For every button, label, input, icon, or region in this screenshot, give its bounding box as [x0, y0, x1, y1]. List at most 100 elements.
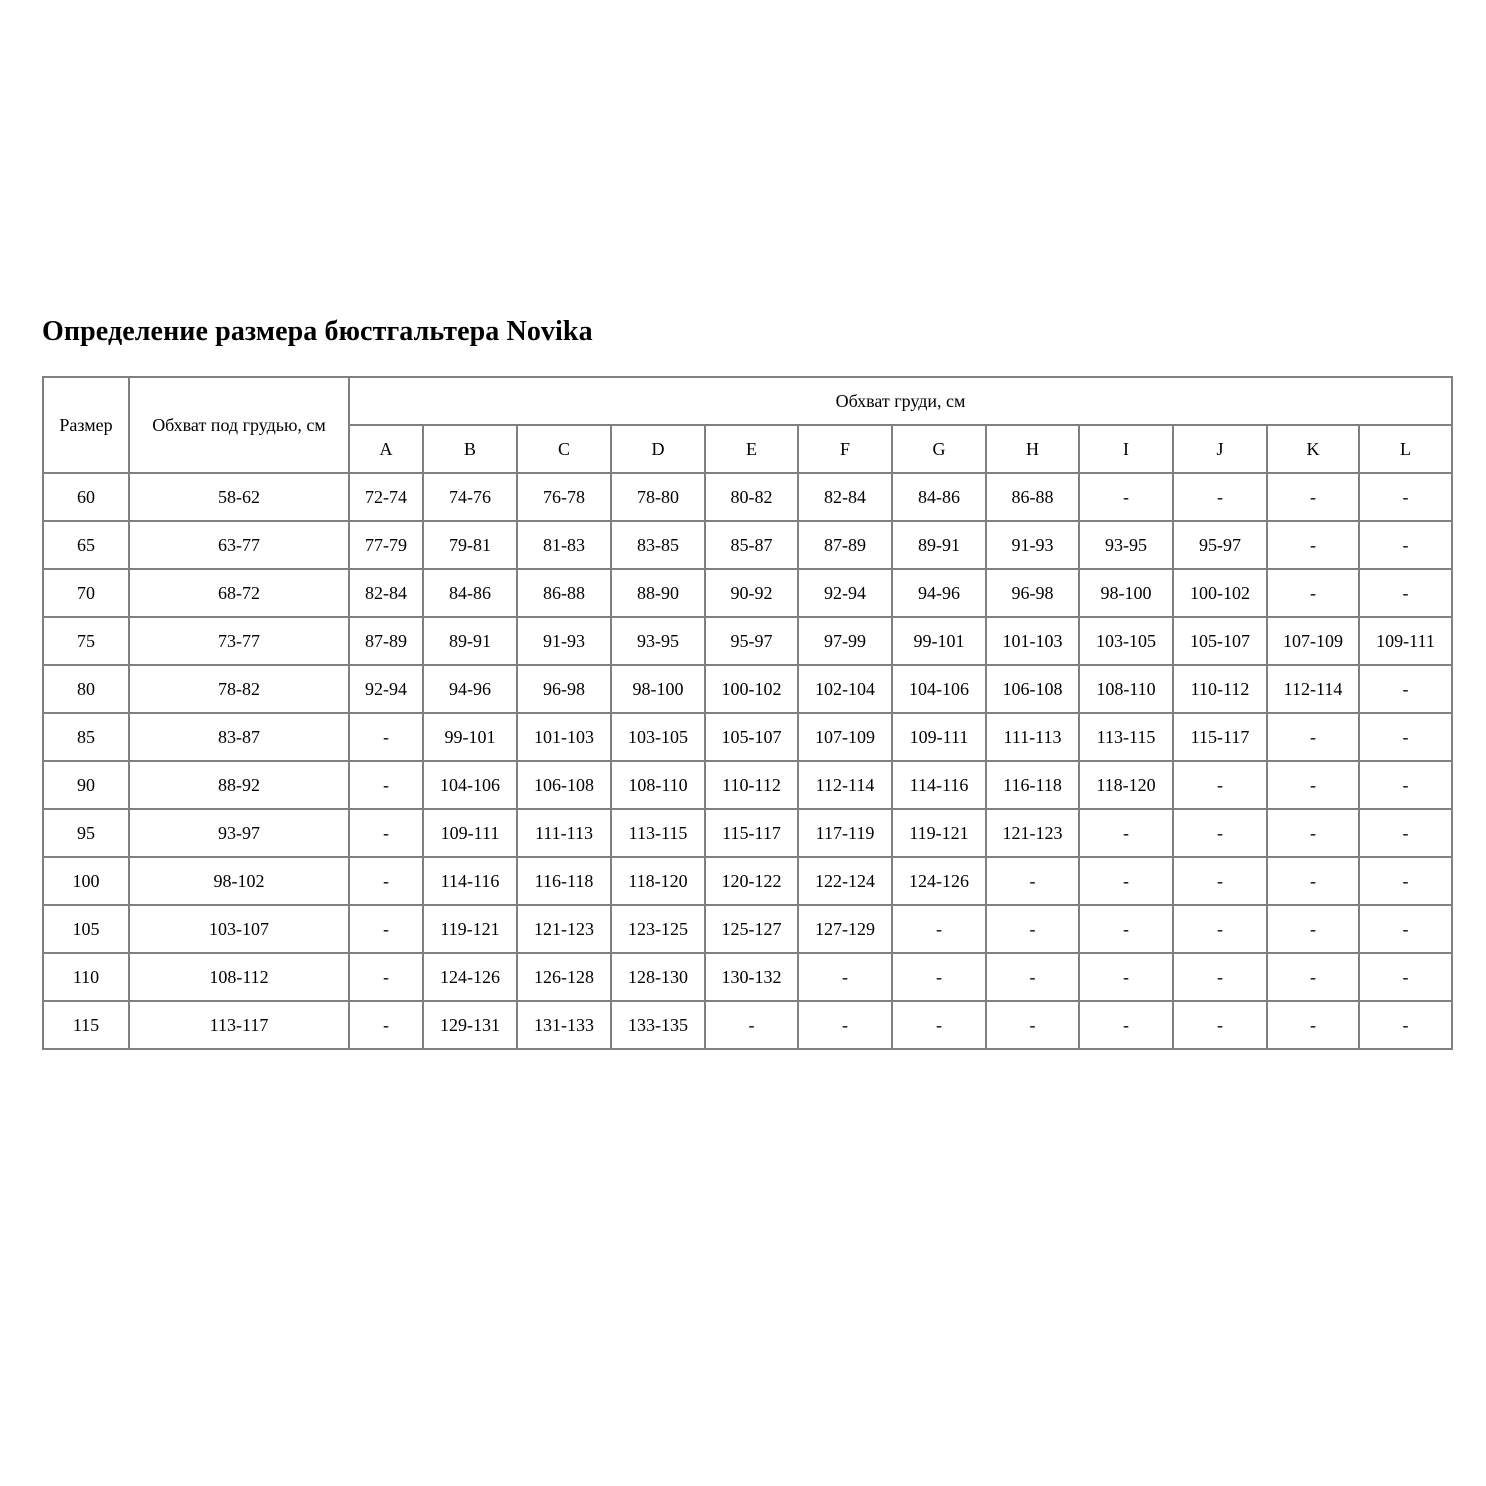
bust-cell: 102-104: [797, 664, 893, 714]
bust-cell: 125-127: [704, 904, 799, 954]
underbust-cell: 93-97: [128, 808, 350, 858]
bust-cell: 124-126: [422, 952, 518, 1002]
underbust-cell: 108-112: [128, 952, 350, 1002]
bust-cell: 120-122: [704, 856, 799, 906]
bust-cell: 94-96: [422, 664, 518, 714]
bust-cell: -: [348, 808, 424, 858]
bust-cell: 79-81: [422, 520, 518, 570]
bust-cell: 85-87: [704, 520, 799, 570]
cup-header-e: E: [704, 424, 799, 474]
bust-cell: 118-120: [1078, 760, 1174, 810]
bust-cell: -: [1078, 952, 1174, 1002]
bust-cell: 113-115: [610, 808, 706, 858]
bust-cell: 109-111: [891, 712, 987, 762]
bust-cell: -: [1358, 952, 1453, 1002]
bust-cell: 89-91: [422, 616, 518, 666]
table-row: 110 108-112-124-126 126-128 128-130 130-132-…: [42, 952, 1453, 1002]
bust-cell: 111-113: [985, 712, 1080, 762]
bust-cell: -: [1358, 904, 1453, 954]
size-cell: 115: [42, 1000, 130, 1050]
table-row: 60 58-62 72-74 74-76 76-78 78-80 80-82 82-84 84-…: [42, 472, 1453, 522]
bust-cell: 131-133: [516, 1000, 612, 1050]
bust-cell: 128-130: [610, 952, 706, 1002]
bust-cell: -: [1358, 472, 1453, 522]
bust-cell: 104-106: [891, 664, 987, 714]
bust-cell: 99-101: [422, 712, 518, 762]
table-row: 95 93-97-109-111 111-113 113-115 115-117 117-…: [42, 808, 1453, 858]
underbust-header: Обхват под грудью, см: [128, 376, 350, 474]
bust-cell: 91-93: [516, 616, 612, 666]
bust-cell: -: [797, 952, 893, 1002]
bust-cell: -: [1358, 856, 1453, 906]
bust-cell: 119-121: [422, 904, 518, 954]
size-table: Размер Обхват под грудью, см Обхват груд…: [42, 376, 1453, 1050]
bust-cell: 105-107: [1172, 616, 1268, 666]
table-row: 80 78-82 92-94 94-96 96-98 98-100 100-102 102-1…: [42, 664, 1453, 714]
bust-cell: -: [1266, 808, 1360, 858]
table-row: 65 63-77 77-79 79-81 81-83 83-85 85-87 87-89 89-…: [42, 520, 1453, 570]
table-row: 105 103-107-119-121 121-123 123-125 125-127 1…: [42, 904, 1453, 954]
bust-cell: 90-92: [704, 568, 799, 618]
bust-cell: 110-112: [1172, 664, 1268, 714]
size-cell: 75: [42, 616, 130, 666]
size-cell: 105: [42, 904, 130, 954]
bust-cell: -: [1172, 808, 1268, 858]
size-cell: 65: [42, 520, 130, 570]
cup-header-a: A: [348, 424, 424, 474]
bust-cell: -: [1358, 520, 1453, 570]
size-cell: 70: [42, 568, 130, 618]
size-cell: 85: [42, 712, 130, 762]
bust-cell: 86-88: [985, 472, 1080, 522]
bust-cell: 96-98: [985, 568, 1080, 618]
bust-cell: -: [797, 1000, 893, 1050]
underbust-cell: 88-92: [128, 760, 350, 810]
bust-cell: 87-89: [348, 616, 424, 666]
bust-cell: 115-117: [704, 808, 799, 858]
bust-cell: -: [1172, 760, 1268, 810]
cup-header-j: J: [1172, 424, 1268, 474]
bust-cell: 123-125: [610, 904, 706, 954]
underbust-cell: 83-87: [128, 712, 350, 762]
cup-header-f: F: [797, 424, 893, 474]
bust-cell: -: [348, 904, 424, 954]
bust-cell: -: [1358, 1000, 1453, 1050]
bust-cell: 76-78: [516, 472, 612, 522]
size-cell: 90: [42, 760, 130, 810]
bust-cell: -: [1266, 904, 1360, 954]
bust-cell: 121-123: [516, 904, 612, 954]
bust-cell: -: [1266, 856, 1360, 906]
bust-cell: 124-126: [891, 856, 987, 906]
bust-cell: -: [1266, 1000, 1360, 1050]
bust-cell: -: [348, 760, 424, 810]
bust-cell: 106-108: [985, 664, 1080, 714]
bust-cell: 101-103: [985, 616, 1080, 666]
bust-cell: -: [348, 856, 424, 906]
bust-cell: 127-129: [797, 904, 893, 954]
bust-cell: -: [891, 952, 987, 1002]
bust-cell: 97-99: [797, 616, 893, 666]
bust-cell: 82-84: [797, 472, 893, 522]
bust-cell: 118-120: [610, 856, 706, 906]
bust-cell: 98-100: [610, 664, 706, 714]
bust-cell: -: [1078, 808, 1174, 858]
bust-cell: -: [1358, 760, 1453, 810]
table-row: 90 88-92-104-106 106-108 108-110 110-112 112-…: [42, 760, 1453, 810]
bust-cell: -: [1172, 952, 1268, 1002]
bust-cell: -: [1078, 472, 1174, 522]
bust-cell: 92-94: [348, 664, 424, 714]
bust-cell: 109-111: [422, 808, 518, 858]
bust-cell: 107-109: [797, 712, 893, 762]
underbust-cell: 103-107: [128, 904, 350, 954]
underbust-cell: 113-117: [128, 1000, 350, 1050]
bust-cell: 109-111: [1358, 616, 1453, 666]
cup-header-b: B: [422, 424, 518, 474]
size-cell: 95: [42, 808, 130, 858]
cup-header-c: C: [516, 424, 612, 474]
cup-header-i: I: [1078, 424, 1174, 474]
cup-header-l: L: [1358, 424, 1453, 474]
bust-cell: 130-132: [704, 952, 799, 1002]
bust-cell: 114-116: [891, 760, 987, 810]
bust-cell: -: [1358, 808, 1453, 858]
bust-cell: 116-118: [516, 856, 612, 906]
